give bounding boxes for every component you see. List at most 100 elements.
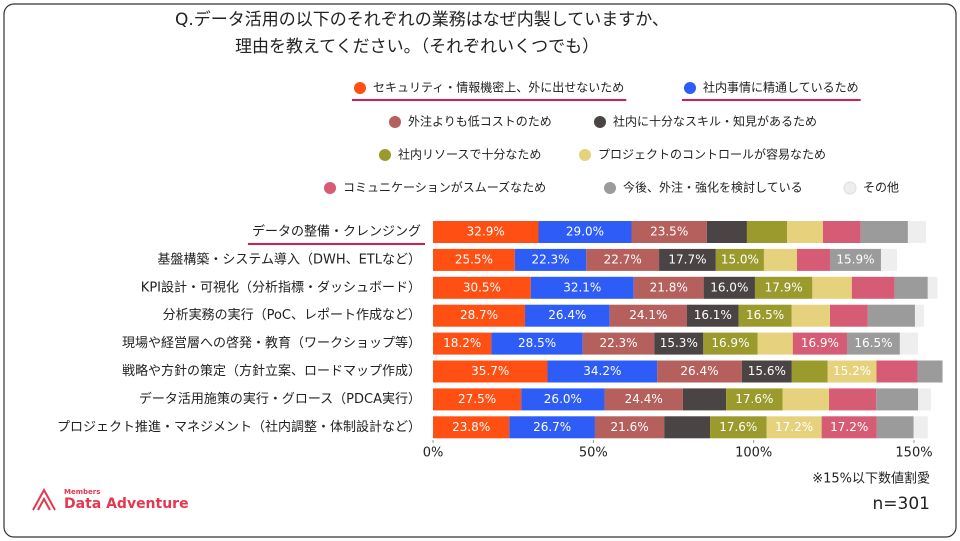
legend-marker	[579, 149, 591, 161]
legend-label: 社内事情に精通しているため	[703, 80, 859, 95]
bar-segment	[433, 388, 522, 411]
value-label: 25.5%	[455, 252, 493, 266]
legend-marker	[354, 82, 366, 94]
category-label: 戦略や方針の策定（方針立案、ロードマップ作成）	[122, 363, 421, 379]
bar-segment	[763, 248, 797, 271]
category-label: 基盤構築・システム導入（DWH、ETLなど）	[157, 252, 421, 267]
bar-segment	[738, 304, 792, 327]
legend-marker	[684, 82, 696, 94]
value-label: 28.5%	[518, 336, 556, 350]
bar-segment	[433, 416, 510, 439]
bar-segment	[706, 221, 747, 243]
logo-small: Members	[64, 488, 100, 496]
sample-size: n=301	[873, 494, 930, 514]
bar-segment	[525, 304, 610, 327]
bar-segment	[914, 304, 924, 327]
value-label: 15.6%	[748, 364, 786, 378]
chart-title: Q.データ活用の以下のそれぞれの業務はなぜ内製していますか、	[175, 9, 669, 30]
bar-segment	[530, 276, 634, 299]
value-label: 23.5%	[650, 225, 688, 239]
category-label: 現場や経営層への啓発・教育（ワークショップ等）	[122, 335, 421, 351]
legend-label: 社内リソースで十分なため	[398, 147, 541, 162]
bar-segment	[633, 276, 704, 299]
bar-segment	[433, 332, 492, 355]
legend-label: プロジェクトのコントロールが容易なため	[598, 147, 826, 162]
bar-segment	[867, 304, 915, 327]
bar-segment	[703, 276, 755, 299]
bar-segment	[754, 276, 813, 299]
bar-segment	[876, 416, 914, 439]
value-label: 15.0%	[721, 252, 759, 266]
x-tick-label: 150%	[895, 446, 932, 461]
bar-segment	[782, 388, 830, 411]
bar-segment	[657, 360, 742, 383]
bar-segment	[654, 332, 704, 355]
value-label: 16.5%	[854, 336, 892, 350]
bar-segment	[913, 416, 928, 439]
bar-segment	[918, 388, 931, 411]
legend-label: 外注よりも低コストのため	[408, 114, 552, 129]
bar-segment	[880, 248, 898, 271]
bar-segment	[796, 248, 830, 271]
value-label: 17.2%	[775, 420, 813, 434]
value-label: 18.2%	[443, 336, 481, 350]
category-label: データの整備・クレンジング	[252, 224, 421, 240]
bar-segment	[509, 416, 595, 439]
bar-segment	[927, 276, 938, 299]
bar-segment	[594, 416, 665, 439]
logo-name: Data Adventure	[64, 496, 189, 512]
bar-segment	[791, 360, 828, 383]
bar-segment	[876, 360, 918, 383]
legend-marker	[379, 149, 391, 161]
value-label: 16.5%	[746, 308, 784, 322]
bar-segment	[604, 388, 683, 411]
bar-segment	[822, 221, 861, 243]
value-label: 34.2%	[583, 364, 621, 378]
bar-segment	[433, 276, 531, 299]
value-label: 29.0%	[566, 225, 604, 239]
legend-label: 社内に十分なスキル・知見があるため	[613, 114, 817, 129]
legend-marker	[843, 181, 857, 195]
bar-segment	[710, 416, 767, 439]
bar-segment	[686, 304, 739, 327]
value-label: 17.6%	[735, 392, 773, 406]
note: ※15%以下数値割愛	[812, 471, 930, 487]
value-label: 26.4%	[680, 364, 718, 378]
value-label: 15.2%	[833, 364, 871, 378]
bar-segment	[631, 221, 707, 243]
bar-segment	[433, 248, 515, 271]
value-label: 16.9%	[711, 336, 749, 350]
bar-segment	[851, 276, 895, 299]
value-label: 24.4%	[625, 392, 663, 406]
value-label: 27.5%	[458, 392, 496, 406]
bar-segment	[433, 221, 539, 243]
bar-segment	[829, 388, 877, 411]
bar-segment	[703, 332, 758, 355]
value-label: 30.5%	[463, 280, 501, 294]
value-label: 22.3%	[599, 336, 637, 350]
value-label: 35.7%	[471, 364, 509, 378]
value-label: 32.9%	[467, 225, 505, 239]
bar-segment	[846, 332, 900, 355]
bar-segment	[829, 248, 881, 271]
value-label: 21.8%	[650, 280, 688, 294]
value-label: 17.9%	[765, 280, 803, 294]
legend-marker	[594, 116, 606, 128]
legend-label: セキュリティ・情報機密上、外に出せないため	[373, 80, 624, 95]
bar-segment	[582, 332, 655, 355]
bar-segment	[682, 388, 727, 411]
bar-segment	[829, 304, 868, 327]
value-label: 15.9%	[836, 252, 874, 266]
logo: Members Data Adventure	[32, 487, 189, 512]
legend-label: 今後、外注・強化を検討している	[623, 180, 803, 195]
category-label: 分析実務の実行（PoC、レポート作成など）	[163, 307, 421, 323]
category-label: プロジェクト推進・マネジメント（社内調整・体制設計など）	[57, 419, 421, 435]
bar-segment	[812, 276, 852, 299]
value-label: 16.0%	[710, 280, 748, 294]
value-label: 22.7%	[604, 252, 642, 266]
x-tick-label: 0%	[423, 446, 444, 461]
bar-segment	[433, 360, 548, 383]
category-label: データ活用施策の実行・グロース（PDCA実行）	[139, 391, 421, 407]
legend-marker	[324, 182, 336, 194]
